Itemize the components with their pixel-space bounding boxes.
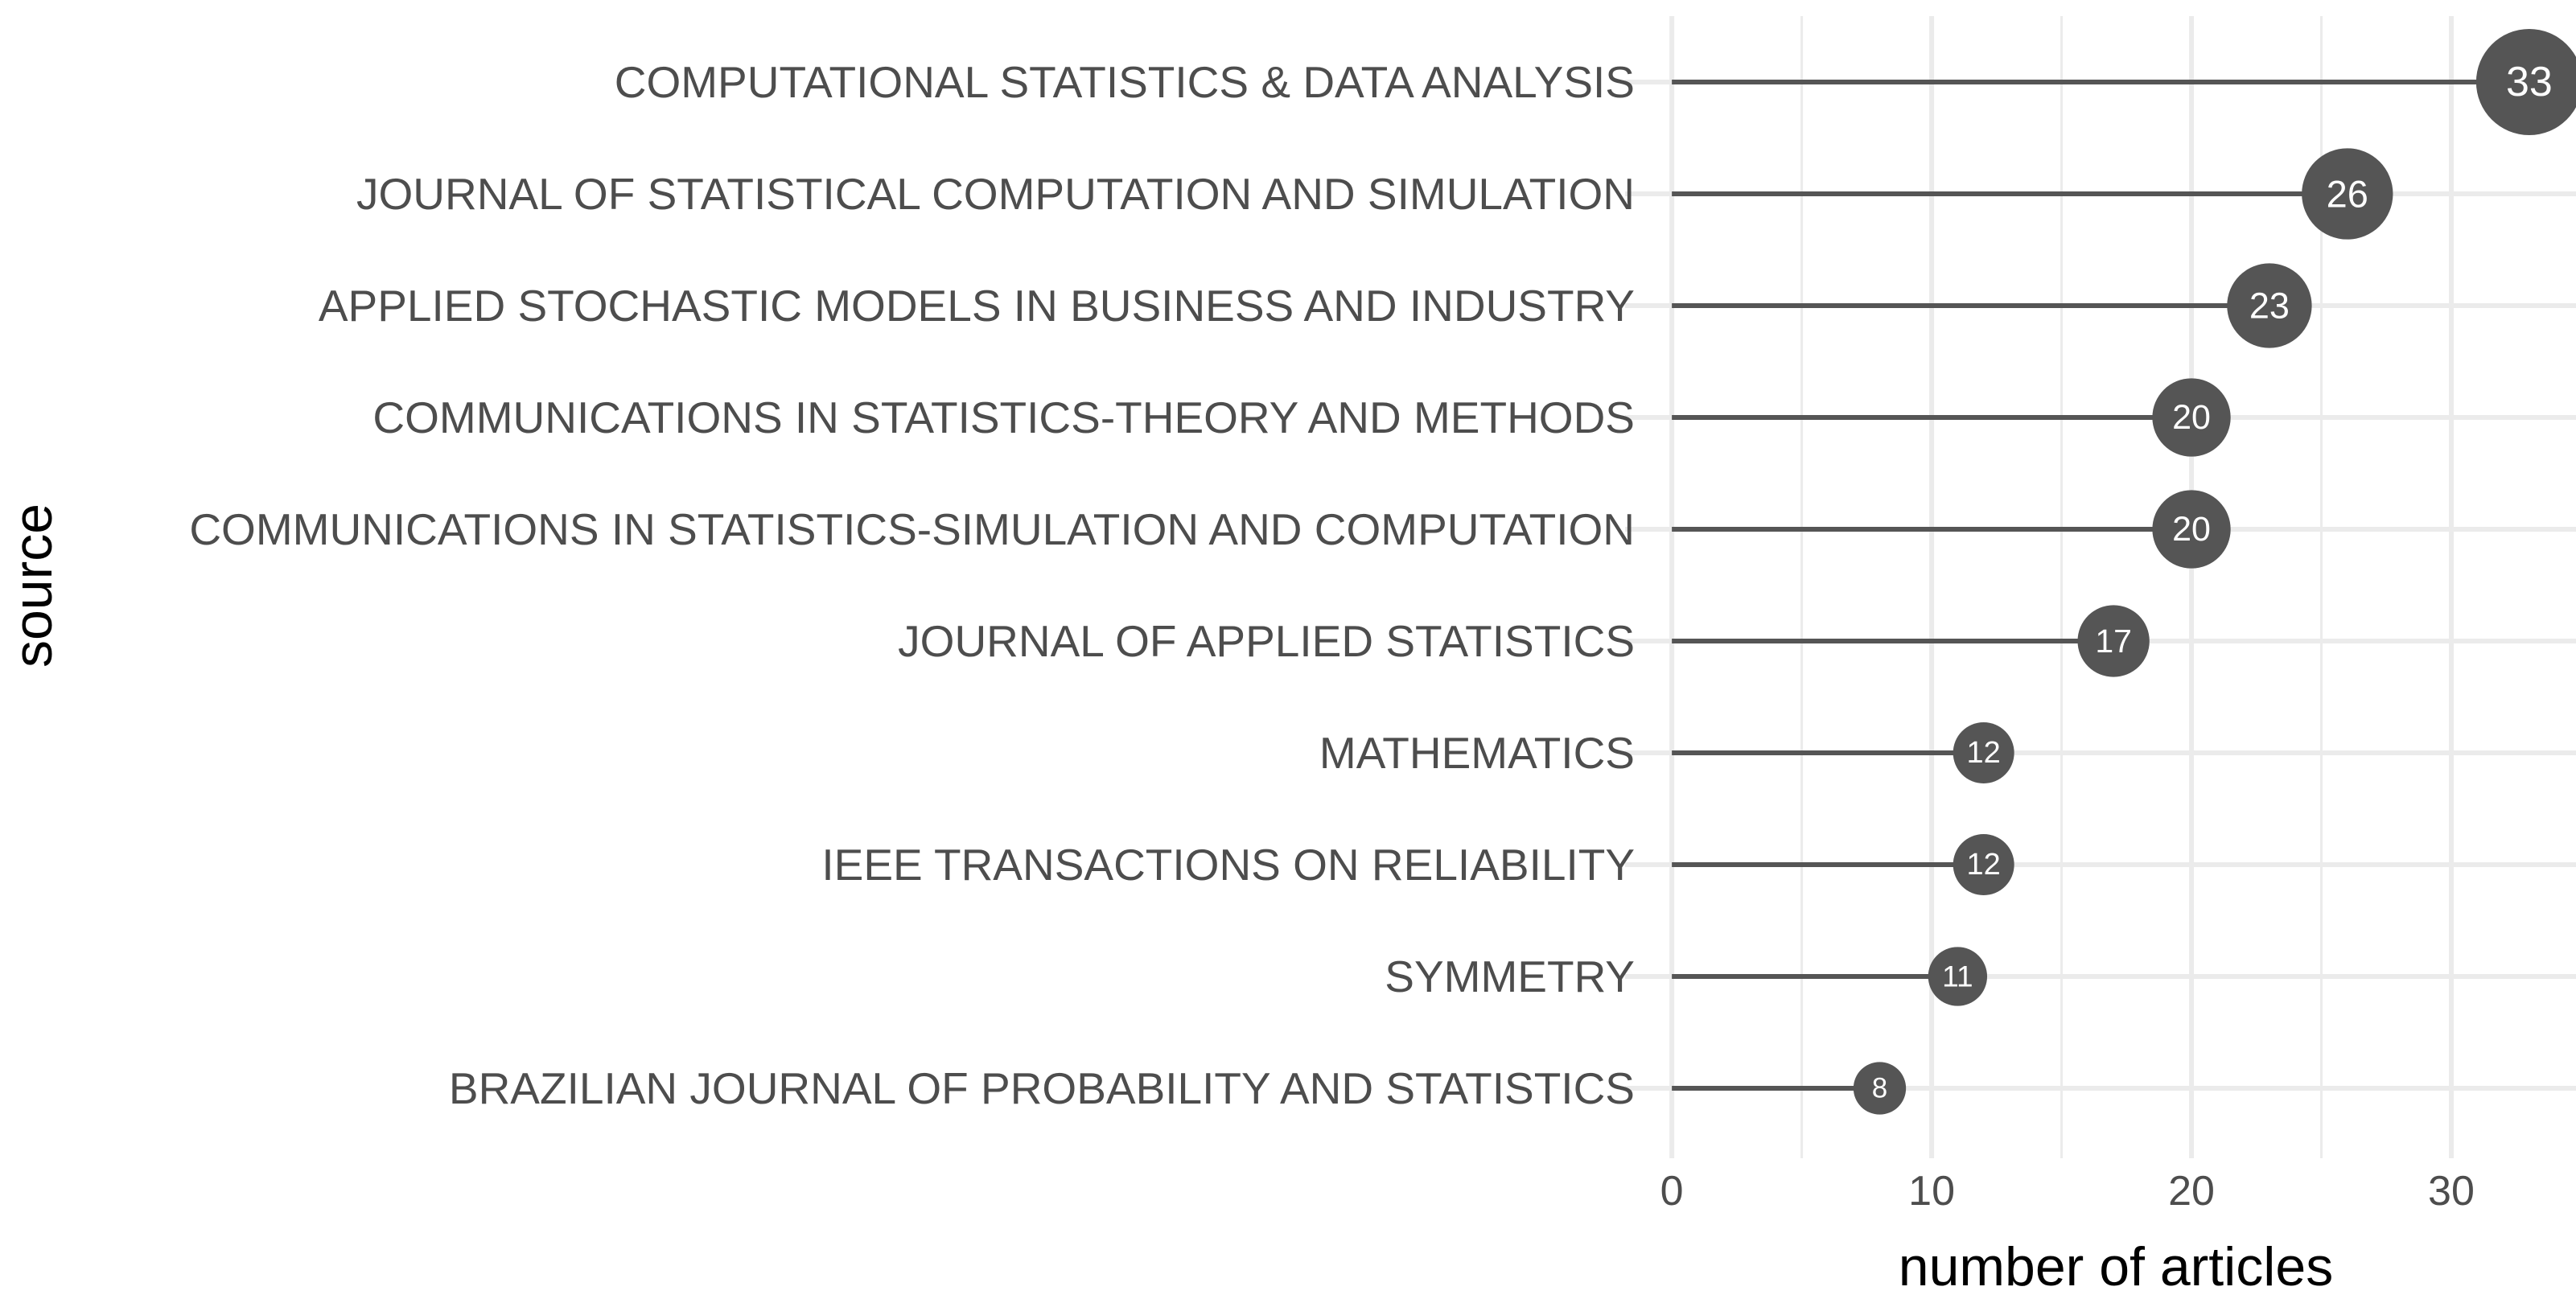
data-label: 11 — [1942, 960, 1973, 993]
category-tick-label: SYMMETRY — [1385, 952, 1635, 1001]
data-label: 20 — [2172, 510, 2211, 549]
category-tick-label: JOURNAL OF STATISTICAL COMPUTATION AND S… — [356, 169, 1635, 219]
lollipop-point — [2475, 29, 2576, 135]
x-tick-label: 10 — [1908, 1168, 1955, 1215]
x-tick-label: 0 — [1660, 1168, 1684, 1215]
stems — [1672, 80, 2529, 1091]
data-label: 26 — [2327, 173, 2368, 216]
category-tick-label: MATHEMATICS — [1319, 728, 1635, 778]
y-axis-tick-labels: COMPUTATIONAL STATISTICS & DATA ANALYSIS… — [189, 57, 1635, 1113]
category-tick-label: COMPUTATIONAL STATISTICS & DATA ANALYSIS — [615, 57, 1635, 107]
lollipop-point — [2077, 605, 2150, 677]
lollipop-point — [1853, 1062, 1907, 1115]
category-tick-label: COMMUNICATIONS IN STATISTICS-THEORY AND … — [372, 393, 1635, 442]
x-axis-title: number of articles — [1899, 1236, 2333, 1297]
category-tick-label: COMMUNICATIONS IN STATISTICS-SIMULATION … — [189, 504, 1635, 554]
lollipop-point — [2152, 490, 2231, 569]
data-label: 17 — [2095, 623, 2132, 660]
lollipop-point — [2302, 148, 2393, 240]
data-label: 33 — [2506, 59, 2553, 105]
y-axis-title: source — [2, 504, 64, 668]
gridlines — [1625, 16, 2576, 1158]
lollipop-point — [1928, 947, 1988, 1006]
category-tick-label: APPLIED STOCHASTIC MODELS IN BUSINESS AN… — [319, 281, 1635, 331]
lollipop-point — [2227, 263, 2312, 348]
data-label: 12 — [1967, 736, 2001, 770]
points: 33 26 23 20 20 17 12 12 11 8 — [1853, 29, 2576, 1115]
x-tick-label: 30 — [2428, 1168, 2475, 1215]
x-tick-label: 20 — [2168, 1168, 2215, 1215]
lollipop-point — [2152, 378, 2231, 457]
x-axis-tick-labels: 0 10 20 30 — [1660, 1168, 2475, 1215]
data-label: 8 — [1872, 1073, 1887, 1104]
data-label: 12 — [1967, 848, 2001, 882]
category-tick-label: JOURNAL OF APPLIED STATISTICS — [898, 616, 1635, 666]
data-label: 23 — [2249, 286, 2290, 327]
category-tick-label: IEEE TRANSACTIONS ON RELIABILITY — [821, 840, 1635, 890]
lollipop-point — [1953, 722, 2014, 783]
lollipop-point — [1953, 834, 2014, 895]
category-tick-label: BRAZILIAN JOURNAL OF PROBABILITY AND STA… — [449, 1063, 1635, 1113]
data-label: 20 — [2172, 398, 2211, 437]
